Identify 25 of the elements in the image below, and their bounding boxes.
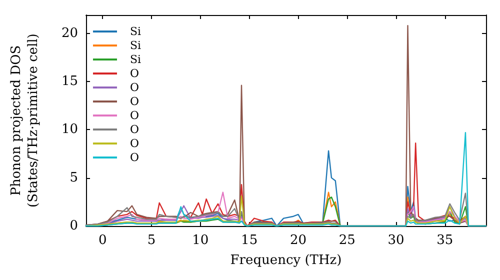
legend-label: O: [130, 123, 140, 136]
x-tick-label: 5: [147, 233, 156, 248]
x-tick-label: 0: [98, 233, 107, 248]
x-tick-label: 10: [192, 233, 209, 248]
x-tick-label: 15: [241, 233, 258, 248]
y-tick-label: 0: [70, 218, 78, 234]
legend-label: O: [130, 81, 140, 94]
y-tick-label: 15: [61, 74, 78, 89]
legend-label: O: [130, 95, 140, 108]
x-tick-label: 30: [388, 233, 404, 248]
x-tick-label: 20: [290, 233, 306, 248]
y-tick-label: 5: [70, 170, 78, 186]
y-tick-label: 20: [61, 26, 78, 41]
x-tick-label: 35: [436, 233, 454, 248]
legend-label: Si: [130, 53, 142, 66]
y-axis-title: Phonon projected DOS (States/THz·primitive cell): [9, 33, 41, 208]
legend-label: O: [130, 109, 140, 122]
legend-label: Si: [130, 39, 142, 52]
x-axis-title: Frequency (THz): [230, 252, 342, 268]
legend-label: Si: [130, 25, 142, 38]
y-tick-label: 10: [61, 122, 78, 138]
legend-label: O: [130, 137, 140, 150]
legend-label: O: [130, 67, 140, 80]
x-tick-label: 25: [338, 233, 356, 248]
legend-label: O: [130, 151, 140, 164]
